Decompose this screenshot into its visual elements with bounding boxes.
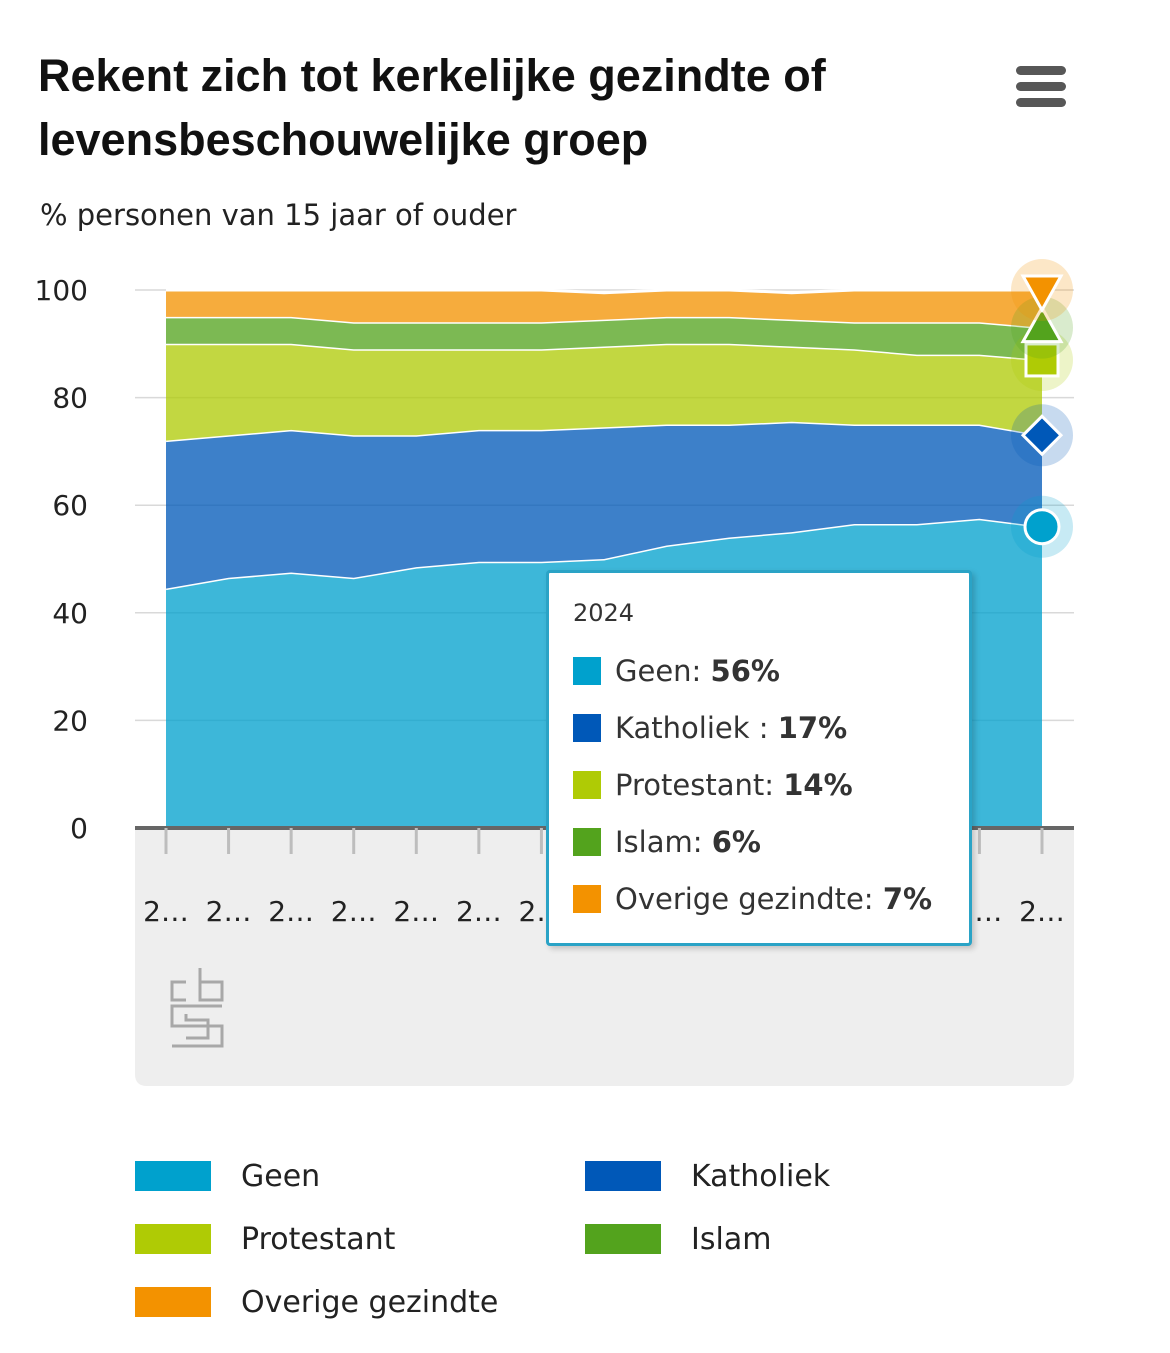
- legend-swatch: [585, 1161, 661, 1191]
- tooltip-year: 2024: [573, 599, 635, 627]
- chart-subtitle: % personen van 15 jaar of ouder: [40, 198, 517, 232]
- x-tick-label: 2…: [268, 895, 314, 928]
- tooltip-label: Katholiek :: [615, 711, 769, 745]
- x-tick-label: 2…: [393, 895, 439, 928]
- x-tick-label: 2…: [331, 895, 377, 928]
- y-axis-labels: 0 20 40 60 80 100: [35, 274, 88, 845]
- x-tick-label: 2…: [143, 895, 189, 928]
- y-tick-label: 60: [52, 489, 88, 522]
- tooltip-value: 6%: [711, 825, 761, 859]
- legend-item-katholiek[interactable]: Katholiek: [585, 1156, 830, 1196]
- tooltip-row-katholiek: Katholiek : 17%: [573, 708, 847, 748]
- tooltip-swatch: [573, 657, 601, 685]
- tooltip-label: Geen:: [615, 654, 702, 688]
- legend-item-geen[interactable]: Geen: [135, 1156, 320, 1196]
- legend-swatch: [135, 1224, 211, 1254]
- legend-label: Katholiek: [691, 1158, 831, 1194]
- tooltip-value: 17%: [777, 711, 848, 745]
- marker-islam: [1020, 304, 1064, 344]
- marker-geen: [1023, 508, 1061, 546]
- legend-item-overige-gezindte[interactable]: Overige gezindte: [135, 1282, 498, 1322]
- marker-overige-gezindte: [1020, 274, 1064, 314]
- y-tick-label: 20: [52, 704, 88, 737]
- area-protestant: [166, 343, 1042, 441]
- x-tick-label: 2…: [456, 895, 502, 928]
- cbs-logo-icon: [170, 968, 224, 1048]
- legend-label: Geen: [241, 1158, 321, 1194]
- legend-item-islam[interactable]: Islam: [585, 1219, 771, 1259]
- tooltip-swatch: [573, 828, 601, 856]
- tooltip-label: Islam:: [615, 825, 703, 859]
- marker-protestant: [1024, 342, 1060, 378]
- hamburger-menu-icon: [1016, 98, 1066, 107]
- data-tooltip: 2024 Geen: 56% Katholiek : 17% Protestan…: [546, 570, 972, 946]
- legend-swatch: [135, 1287, 211, 1317]
- tooltip-row-islam: Islam: 6%: [573, 822, 761, 862]
- tooltip-row-geen: Geen: 56%: [573, 651, 780, 691]
- marker-katholiek: [1020, 414, 1064, 457]
- tooltip-value: 14%: [783, 768, 853, 802]
- hover-markers: [1011, 259, 1073, 558]
- tooltip-row-overige-gezindte: Overige gezindte: 7%: [573, 879, 932, 919]
- x-tick-label: 2…: [1019, 895, 1065, 928]
- area-islam: [166, 316, 1042, 360]
- legend-label: Protestant: [241, 1221, 396, 1257]
- tooltip-swatch: [573, 885, 601, 913]
- y-tick-label: 80: [52, 382, 88, 415]
- tooltip-swatch: [573, 714, 601, 742]
- tooltip-value: 56%: [710, 654, 780, 688]
- series-line-overige-gezindte: [166, 288, 1042, 295]
- tooltip-swatch: [573, 771, 601, 799]
- hamburger-menu-icon: [1016, 66, 1066, 75]
- x-tick-label: 2…: [206, 895, 252, 928]
- legend-swatch: [135, 1161, 211, 1191]
- y-tick-label: 0: [70, 812, 88, 845]
- tooltip-row-protestant: Protestant: 14%: [573, 765, 853, 805]
- y-tick-label: 100: [35, 274, 88, 307]
- tooltip-label: Overige gezindte:: [615, 882, 874, 916]
- chart-menu-button[interactable]: [1010, 62, 1072, 112]
- chart-title: Rekent zich tot kerkelijke gezindte of l…: [38, 50, 826, 165]
- area-katholiek: [166, 421, 1042, 589]
- legend-item-protestant[interactable]: Protestant: [135, 1219, 395, 1259]
- tooltip-label: Protestant:: [615, 768, 774, 802]
- tooltip-value: 7%: [882, 882, 933, 916]
- y-tick-label: 40: [52, 597, 88, 630]
- legend-swatch: [585, 1224, 661, 1254]
- legend-label: Islam: [691, 1221, 772, 1257]
- legend-label: Overige gezindte: [241, 1284, 499, 1320]
- area-overige-gezindte: [166, 290, 1042, 328]
- hamburger-menu-icon: [1016, 82, 1066, 91]
